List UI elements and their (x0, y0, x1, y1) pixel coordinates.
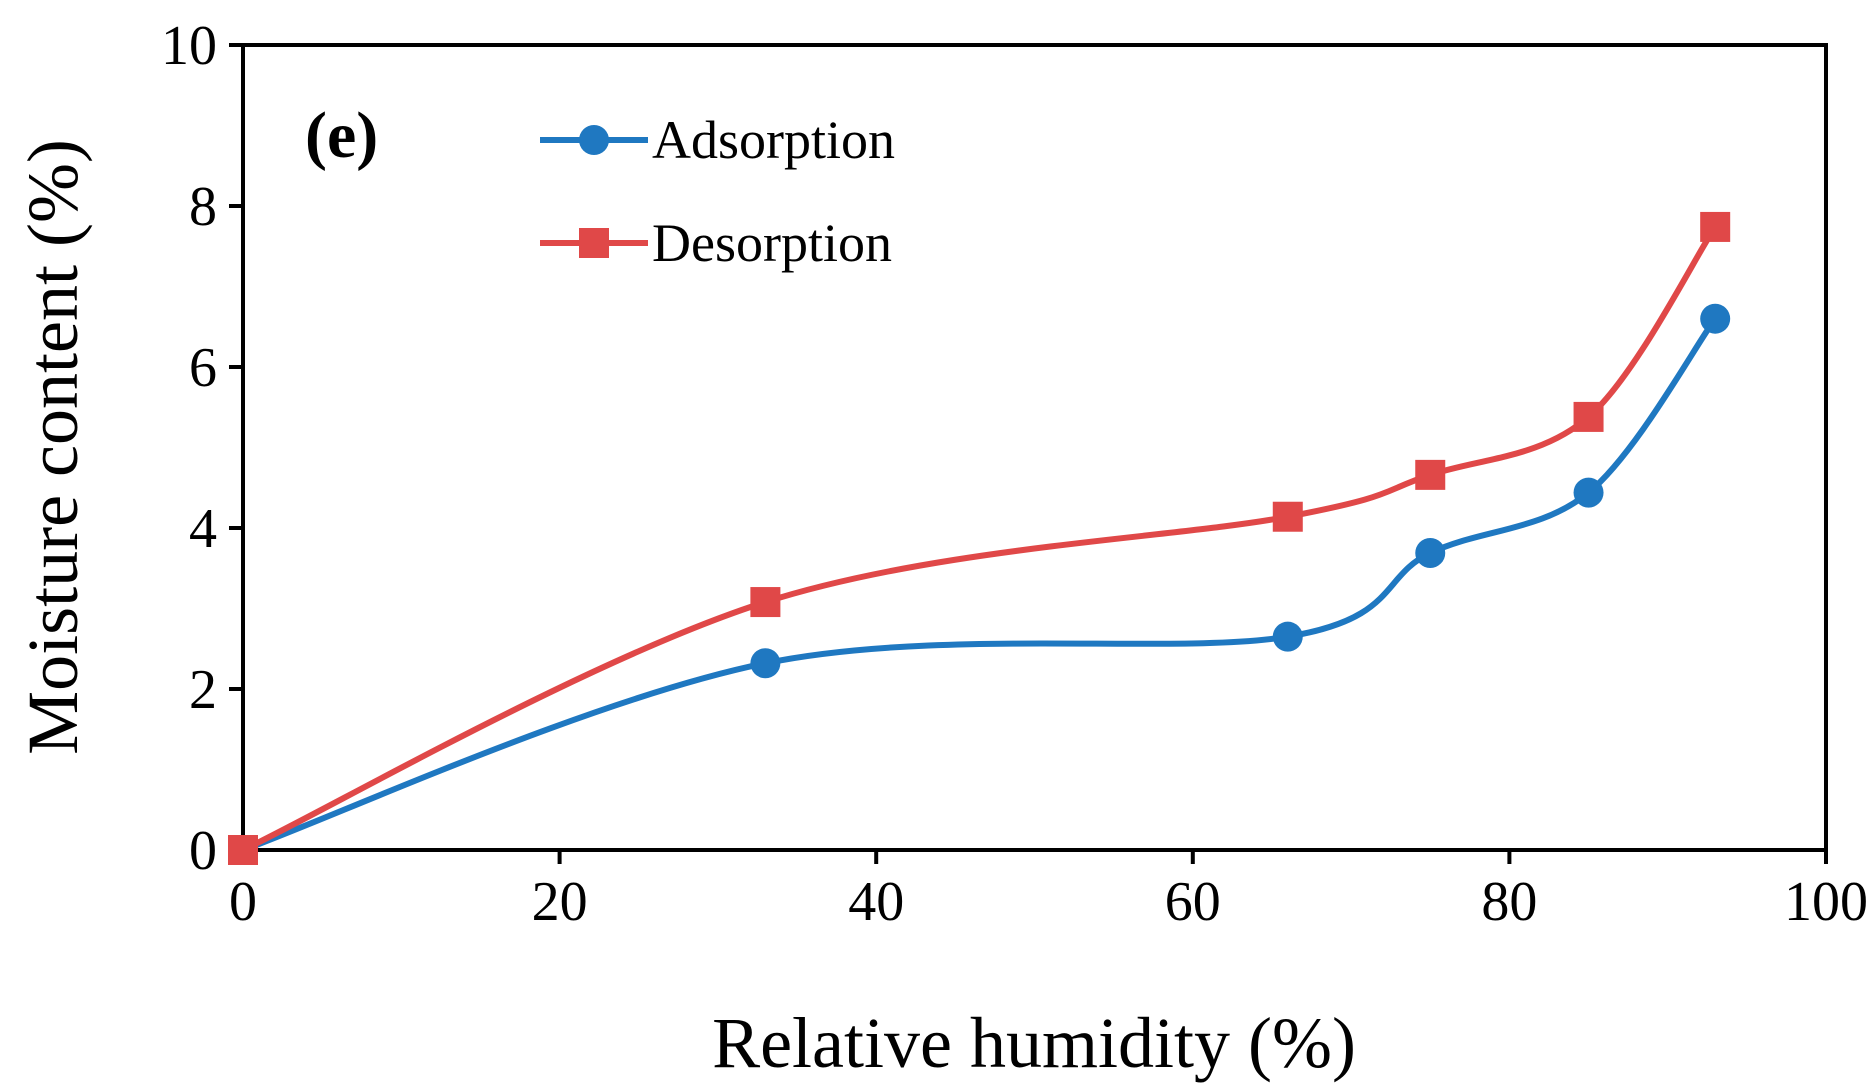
adsorption-point (1573, 477, 1604, 508)
desorption-point (1272, 501, 1303, 532)
desorption-point (228, 835, 258, 865)
y-tick-label: 2 (189, 659, 217, 721)
desorption-point (1700, 211, 1731, 242)
adsorption-point (1272, 621, 1303, 652)
legend-item-adsorption: Adsorption (540, 110, 895, 170)
y-tick-label: 10 (161, 15, 217, 77)
plot-area (241, 43, 1828, 852)
legend-marker (579, 228, 609, 258)
adsorption-point (750, 648, 781, 679)
y-axis-ticks: 0 2 4 6 8 10 (161, 15, 243, 882)
y-tick-label: 8 (189, 176, 217, 238)
x-axis-ticks: 0 20 40 60 80 100 (229, 850, 1868, 933)
legend-label: Adsorption (652, 110, 895, 170)
series-desorption (228, 211, 1731, 865)
y-tick-label: 4 (189, 498, 217, 560)
legend: Adsorption Desorption (540, 110, 895, 273)
desorption-point (1573, 401, 1604, 432)
series-adsorption (228, 303, 1731, 865)
adsorption-point (1415, 537, 1446, 568)
x-tick-label: 40 (848, 871, 904, 933)
x-axis-title: Relative humidity (%) (712, 1003, 1356, 1083)
adsorption-point (1700, 303, 1731, 334)
x-tick-label: 100 (1784, 871, 1868, 933)
series-layer (228, 211, 1731, 865)
panel-label: (e) (305, 99, 378, 172)
legend-label: Desorption (652, 213, 892, 273)
x-tick-label: 60 (1165, 871, 1221, 933)
x-tick-label: 0 (229, 871, 257, 933)
y-tick-label: 6 (189, 337, 217, 399)
x-tick-label: 80 (1481, 871, 1537, 933)
adsorption-line (240, 315, 1719, 853)
desorption-point (1415, 459, 1446, 490)
legend-marker (579, 125, 609, 155)
y-axis-title: Moisture content (%) (13, 139, 93, 755)
desorption-line (240, 223, 1719, 853)
x-tick-label: 20 (532, 871, 588, 933)
legend-item-desorption: Desorption (540, 213, 892, 273)
desorption-point (750, 587, 781, 618)
y-tick-label: 0 (189, 820, 217, 882)
